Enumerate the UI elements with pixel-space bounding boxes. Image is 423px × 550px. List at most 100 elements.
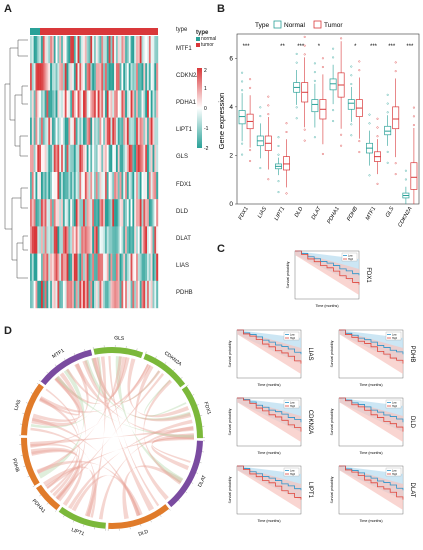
box-normal bbox=[257, 107, 263, 169]
heatmap-gene-label: PDHB bbox=[176, 290, 193, 296]
km-plot: LowHigh Time (months) Survival probability… bbox=[225, 394, 321, 464]
significance-label: ** bbox=[280, 44, 285, 50]
box-legend-title: Type bbox=[255, 22, 269, 29]
km-xlabel: Time (months) bbox=[257, 519, 280, 523]
heatmap-gene-label: MTF1 bbox=[176, 46, 192, 52]
chord-gene-label: MTF1 bbox=[51, 348, 65, 360]
chord-gene-label: LIPT1 bbox=[70, 527, 85, 537]
box-category-label: CDKN2A bbox=[397, 206, 414, 229]
km-gene-label: DLAT bbox=[409, 483, 415, 498]
km-gene-label: FDX1 bbox=[365, 267, 371, 283]
km-ylabel: Survival probability bbox=[330, 340, 334, 367]
km-legend-high: High bbox=[348, 258, 354, 261]
km-ylabel: Survival probability bbox=[228, 340, 232, 367]
heatmap-gene-label: DLD bbox=[176, 209, 188, 215]
box-category-label: LIAS bbox=[257, 206, 268, 220]
dendrogram bbox=[5, 40, 28, 278]
heatmap-type-header: type bbox=[176, 27, 187, 33]
chord-gene-label: LIAS bbox=[13, 398, 22, 411]
tumor-swatch bbox=[196, 43, 200, 47]
heatmap bbox=[0, 18, 215, 318]
box-normal bbox=[385, 94, 391, 164]
chord-gene-label: PDHA1 bbox=[31, 498, 47, 514]
km-xlabel: Time (months) bbox=[359, 451, 382, 455]
chord-arc bbox=[94, 350, 142, 355]
box-category-label: MTF1 bbox=[365, 206, 377, 221]
significance-label: *** bbox=[370, 44, 378, 50]
box-normal bbox=[275, 136, 281, 192]
heatmap-gene-label: LIPT1 bbox=[176, 127, 192, 133]
chord-arc bbox=[60, 509, 105, 525]
box-tumor bbox=[265, 96, 271, 180]
chord-arc bbox=[24, 385, 41, 435]
chord-gene-label: PDHB bbox=[11, 458, 21, 474]
heatmap-gene-label: FDX1 bbox=[176, 182, 191, 188]
box-tumor bbox=[302, 36, 308, 141]
chord-gene-label: FDX1 bbox=[202, 401, 212, 415]
significance-label: *** bbox=[243, 44, 251, 50]
colorbar-tick: -2 bbox=[204, 146, 209, 152]
box-tumor bbox=[411, 107, 417, 204]
km-xlabel: Time (months) bbox=[315, 304, 338, 308]
km-gene-label: DLD bbox=[409, 416, 415, 429]
heatmap-gene-label: GLS bbox=[176, 154, 188, 160]
panel-label-c: C bbox=[217, 243, 225, 255]
box-legend-normal: Normal bbox=[284, 22, 306, 29]
box-category-label: DLD bbox=[294, 206, 305, 219]
box-tumor bbox=[374, 118, 380, 185]
km-xlabel: Time (months) bbox=[257, 383, 280, 387]
colorbar-tick: 2 bbox=[204, 68, 207, 74]
heatmap-gene-label: PDHA1 bbox=[176, 100, 196, 106]
box-ylabel: Gene expression bbox=[217, 93, 226, 150]
km-xlabel: Time (months) bbox=[359, 519, 382, 523]
km-plot: LowHigh Time (months) Survival probability… bbox=[225, 462, 321, 532]
significance-label: *** bbox=[297, 44, 305, 50]
km-legend-high: High bbox=[290, 405, 296, 408]
km-ylabel: Survival probability bbox=[330, 476, 334, 503]
box-normal bbox=[330, 48, 336, 122]
box-tumor bbox=[320, 57, 326, 154]
box-normal bbox=[403, 170, 409, 204]
box-ytick: 0 bbox=[229, 201, 233, 208]
box-tumor bbox=[338, 38, 344, 147]
box-category-label: PDHB bbox=[346, 206, 359, 223]
box-tumor bbox=[283, 122, 289, 194]
box-ytick: 2 bbox=[229, 152, 233, 159]
box-normal bbox=[294, 53, 300, 119]
box-legend-tumor: Tumor bbox=[324, 22, 343, 29]
heatmap-colorbar: 210-1-2 bbox=[197, 66, 215, 156]
panel-label-b: B bbox=[217, 3, 225, 15]
boxplot-chart: Type Normal Tumor Gene expression 0 2 4 6 FD… bbox=[215, 16, 423, 244]
box-category-label: LIPT1 bbox=[274, 206, 287, 222]
box-normal bbox=[348, 66, 354, 136]
box-category-label: PDHA1 bbox=[326, 206, 340, 225]
box-normal bbox=[366, 114, 372, 176]
km-legend-high: High bbox=[392, 473, 398, 476]
significance-label: * bbox=[354, 44, 357, 50]
box-category-label: GLS bbox=[385, 206, 396, 219]
box-ytick: 4 bbox=[229, 104, 233, 111]
significance-label: *** bbox=[406, 44, 414, 50]
km-ylabel: Survival probability bbox=[330, 408, 334, 435]
km-gene-label: PDHB bbox=[409, 346, 415, 363]
significance-label: * bbox=[318, 44, 321, 50]
normal-swatch bbox=[196, 37, 200, 41]
km-ylabel: Survival probability bbox=[228, 408, 232, 435]
km-legend-high: High bbox=[290, 473, 296, 476]
km-xlabel: Time (months) bbox=[257, 451, 280, 455]
km-gene-label: LIAS bbox=[307, 347, 313, 360]
box-category-label: DLAT bbox=[311, 205, 323, 220]
km-ylabel: Survival probability bbox=[286, 261, 290, 288]
km-plot: LowHigh Time (months) Survival probability… bbox=[327, 326, 423, 396]
km-gene-label: LIPT1 bbox=[307, 482, 313, 499]
box-normal bbox=[239, 72, 245, 155]
box-normal bbox=[312, 63, 318, 138]
box-category-label: FDX1 bbox=[238, 206, 250, 221]
box-ytick: 6 bbox=[229, 55, 233, 62]
panel-label-a: A bbox=[4, 3, 12, 15]
km-ylabel: Survival probability bbox=[228, 476, 232, 503]
chord-diagram: MTF1GLSCDKN2AFDX1DLATDLDLIPT1PDHA1PDHBLI… bbox=[6, 330, 218, 548]
chord-gene-label: GLS bbox=[114, 335, 125, 342]
km-legend-high: High bbox=[290, 337, 296, 340]
